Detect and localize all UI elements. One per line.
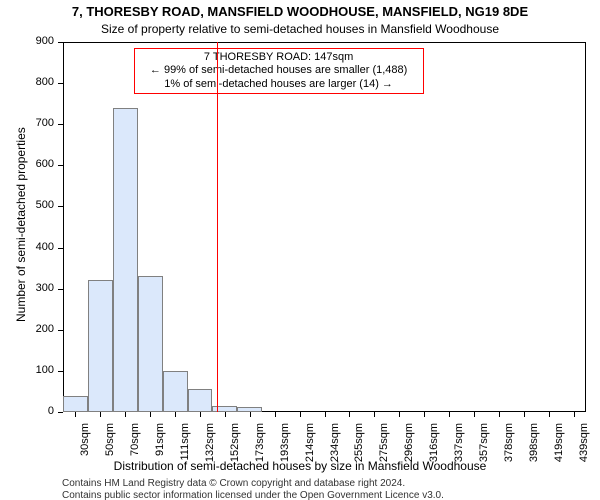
histogram-bar [88, 280, 113, 412]
histogram-bar [237, 407, 262, 412]
x-tick [300, 412, 301, 417]
x-tick [175, 412, 176, 417]
x-tick-label: 316sqm [428, 423, 440, 483]
x-tick [424, 412, 425, 417]
y-tick [58, 330, 63, 331]
y-tick-label: 700 [24, 117, 54, 129]
x-tick-label: 398sqm [528, 423, 540, 483]
x-tick-label: 296sqm [403, 423, 415, 483]
x-tick [275, 412, 276, 417]
y-tick [58, 165, 63, 166]
histogram-bar [188, 389, 213, 412]
y-tick [58, 42, 63, 43]
chart-title: 7, THORESBY ROAD, MANSFIELD WOODHOUSE, M… [0, 4, 600, 19]
y-tick-label: 600 [24, 158, 54, 170]
x-tick [75, 412, 76, 417]
y-tick-label: 400 [24, 241, 54, 253]
x-tick-label: 357sqm [478, 423, 490, 483]
chart-container: 7, THORESBY ROAD, MANSFIELD WOODHOUSE, M… [0, 0, 600, 500]
y-tick-label: 500 [24, 199, 54, 211]
x-tick-label: 50sqm [104, 423, 116, 483]
histogram-bar [63, 396, 88, 412]
x-tick [250, 412, 251, 417]
x-tick [574, 412, 575, 417]
property-marker-line [217, 42, 218, 412]
x-tick-label: 193sqm [279, 423, 291, 483]
x-tick [349, 412, 350, 417]
x-tick [200, 412, 201, 417]
x-tick [225, 412, 226, 417]
x-tick-label: 275sqm [378, 423, 390, 483]
y-tick-label: 800 [24, 76, 54, 88]
y-tick [58, 371, 63, 372]
x-tick-label: 173sqm [254, 423, 266, 483]
x-tick [474, 412, 475, 417]
x-tick-label: 255sqm [353, 423, 365, 483]
x-tick [125, 412, 126, 417]
y-tick-label: 200 [24, 323, 54, 335]
callout-line-2: ← 99% of semi-detached houses are smalle… [137, 64, 421, 78]
x-tick-label: 419sqm [553, 423, 565, 483]
x-tick [399, 412, 400, 417]
x-tick [100, 412, 101, 417]
x-tick-label: 214sqm [304, 423, 316, 483]
x-tick [449, 412, 450, 417]
y-tick-label: 100 [24, 364, 54, 376]
histogram-bar [138, 276, 163, 412]
annotation-callout: 7 THORESBY ROAD: 147sqm ← 99% of semi-de… [134, 48, 424, 94]
histogram-bar [163, 371, 188, 412]
x-tick-label: 70sqm [129, 423, 141, 483]
x-tick-label: 378sqm [503, 423, 515, 483]
y-tick [58, 412, 63, 413]
x-tick [325, 412, 326, 417]
x-tick-label: 337sqm [453, 423, 465, 483]
x-tick [150, 412, 151, 417]
x-tick [524, 412, 525, 417]
y-tick-label: 900 [24, 35, 54, 47]
y-tick-label: 0 [24, 405, 54, 417]
y-tick [58, 206, 63, 207]
histogram-bar [113, 108, 138, 412]
y-tick [58, 248, 63, 249]
x-tick-label: 132sqm [204, 423, 216, 483]
x-tick-label: 439sqm [578, 423, 590, 483]
y-tick [58, 289, 63, 290]
callout-line-3: 1% of semi-detached houses are larger (1… [137, 78, 421, 92]
x-tick [374, 412, 375, 417]
x-tick-label: 234sqm [329, 423, 341, 483]
x-tick-label: 111sqm [179, 423, 191, 483]
x-tick-label: 91sqm [154, 423, 166, 483]
histogram-bar [212, 406, 237, 412]
callout-line-1: 7 THORESBY ROAD: 147sqm [137, 51, 421, 65]
y-tick [58, 83, 63, 84]
x-tick-label: 30sqm [79, 423, 91, 483]
footnote-line-2: Contains public sector information licen… [62, 490, 444, 500]
x-tick-label: 152sqm [229, 423, 241, 483]
chart-subtitle: Size of property relative to semi-detach… [0, 22, 600, 36]
x-tick [549, 412, 550, 417]
x-tick [499, 412, 500, 417]
y-tick [58, 124, 63, 125]
y-tick-label: 300 [24, 282, 54, 294]
